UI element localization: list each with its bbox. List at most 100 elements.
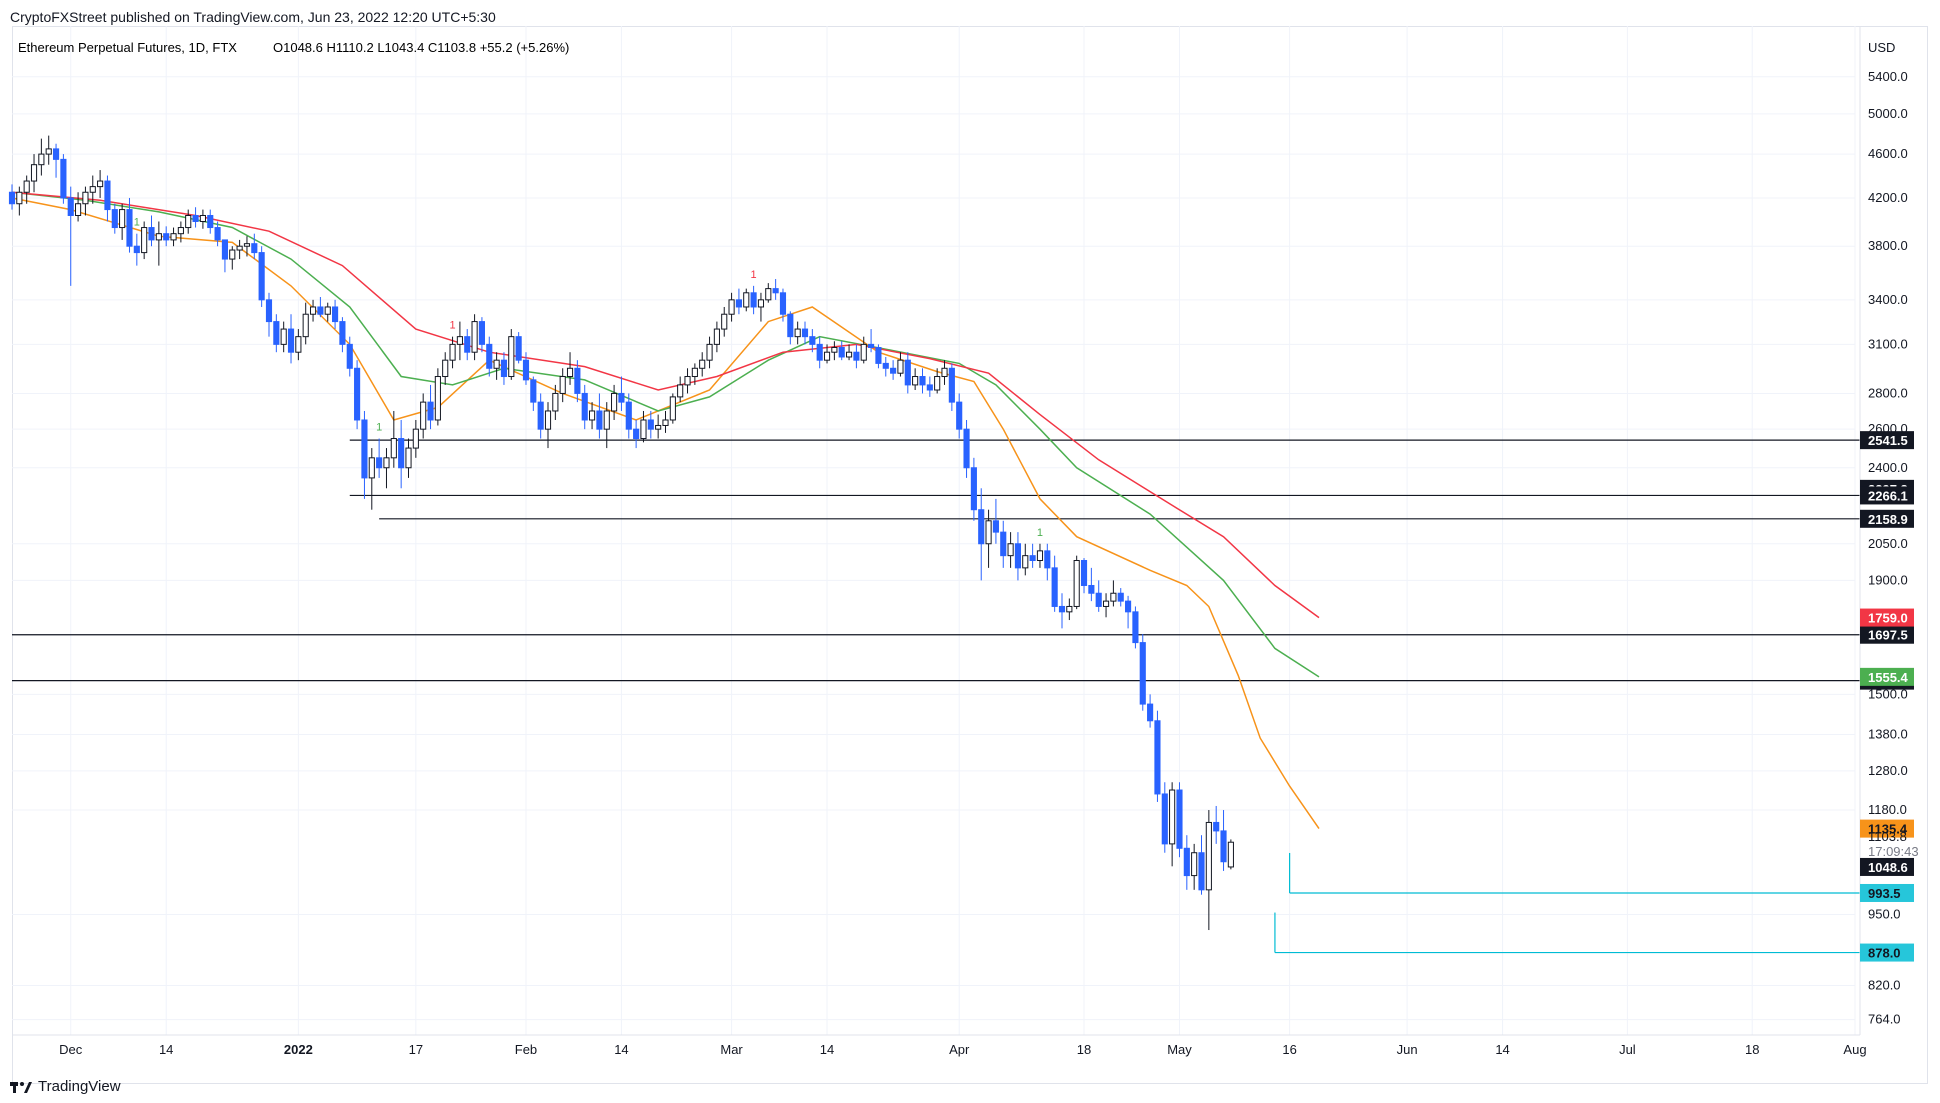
candle-body (30, 164, 38, 182)
candle (721, 306, 728, 337)
candle-body (185, 214, 192, 229)
candle (1117, 588, 1124, 607)
candle (963, 419, 970, 478)
candle (471, 314, 478, 361)
candle-body (258, 252, 265, 301)
price-tick-label: 2800.0 (1868, 385, 1908, 400)
candle (302, 302, 309, 345)
candle (757, 292, 765, 322)
candle (544, 402, 552, 449)
candle (1073, 555, 1080, 610)
candle (1227, 839, 1234, 870)
candle (919, 368, 926, 394)
candle-body (464, 336, 471, 353)
candle-body (779, 292, 787, 315)
candle (743, 288, 750, 312)
candle-body (243, 243, 251, 247)
cyan-level-tag-bg (1860, 943, 1914, 962)
candle (486, 336, 493, 377)
candle (735, 288, 742, 315)
candle-body (1000, 531, 1007, 557)
candle (625, 393, 632, 439)
candle (633, 419, 640, 449)
candle-body (618, 392, 625, 403)
candle-body (1022, 555, 1029, 569)
price-tick-label: 5000.0 (1868, 106, 1908, 121)
candle-body (721, 313, 728, 330)
candle (992, 498, 999, 544)
indicator-price-tag-bg (1860, 608, 1914, 627)
candle-body (801, 328, 809, 338)
candle (978, 488, 985, 581)
candle-body (522, 359, 530, 381)
candle (1220, 810, 1227, 871)
candle (243, 236, 251, 257)
level-tag: 2158.9 (1868, 512, 1908, 527)
candle (45, 135, 52, 165)
candle-body (412, 428, 419, 449)
candle-body (1014, 543, 1022, 569)
candle-body (23, 180, 30, 193)
candle (464, 329, 471, 361)
candle-body (324, 306, 331, 315)
candle (332, 299, 339, 330)
time-tick-label: 14 (820, 1042, 834, 1057)
candle (530, 376, 537, 411)
candle-body (868, 343, 875, 348)
candle (948, 363, 955, 411)
candle-body (794, 328, 801, 338)
candle (552, 384, 559, 420)
time-tick-label: Aug (1843, 1042, 1866, 1057)
candle (177, 221, 184, 243)
price-tick-label: 820.0 (1868, 978, 1901, 993)
candle (662, 410, 669, 433)
time-tick-label: 2022 (284, 1042, 313, 1057)
candle-body (317, 306, 324, 315)
candle-body (970, 467, 977, 511)
candle-body (427, 401, 434, 421)
time-tick-label: Jun (1397, 1042, 1418, 1057)
candle-body (332, 306, 339, 323)
candle-body (133, 245, 140, 254)
tradingview-logo[interactable]: TradingView (10, 1078, 121, 1095)
candle (192, 207, 199, 228)
time-axis: Dec 14 2022 17 Feb 14 Mar 14 Apr 18 May 16 Jun 14 Jul 1… (12, 1034, 1867, 1057)
candle (390, 410, 397, 468)
candle-body (566, 367, 574, 378)
candle (1147, 694, 1154, 728)
candle-body (229, 249, 236, 260)
candle-body (765, 288, 772, 301)
candle (148, 215, 155, 247)
price-tick-label: 3400.0 (1868, 292, 1908, 307)
candle (699, 352, 706, 377)
candle-body (647, 419, 654, 430)
candle-body (52, 148, 60, 160)
candle (1044, 543, 1051, 581)
candle (97, 170, 104, 198)
time-tick-label: Mar (720, 1042, 743, 1057)
candle (713, 321, 720, 353)
candle-body (420, 401, 427, 430)
candle (1161, 782, 1168, 853)
candle (38, 138, 45, 176)
level-tag-bg (1860, 431, 1914, 450)
level-tag: 2541.5 (1868, 433, 1908, 448)
candle-body (735, 299, 742, 308)
candle (383, 448, 390, 489)
candle-body (890, 367, 897, 374)
candle-body (346, 343, 353, 369)
candle (1014, 532, 1022, 581)
candle (52, 143, 60, 178)
candle (221, 239, 229, 273)
candle (934, 368, 941, 394)
candle (1022, 543, 1029, 576)
candle-body (684, 376, 691, 386)
signal-marker: 1 (376, 422, 382, 434)
candle (603, 402, 610, 449)
candle (75, 192, 82, 222)
candle (522, 352, 530, 385)
candle-body (611, 392, 618, 412)
candle-body (1176, 789, 1183, 849)
level-tag: 2266.1 (1868, 488, 1908, 503)
